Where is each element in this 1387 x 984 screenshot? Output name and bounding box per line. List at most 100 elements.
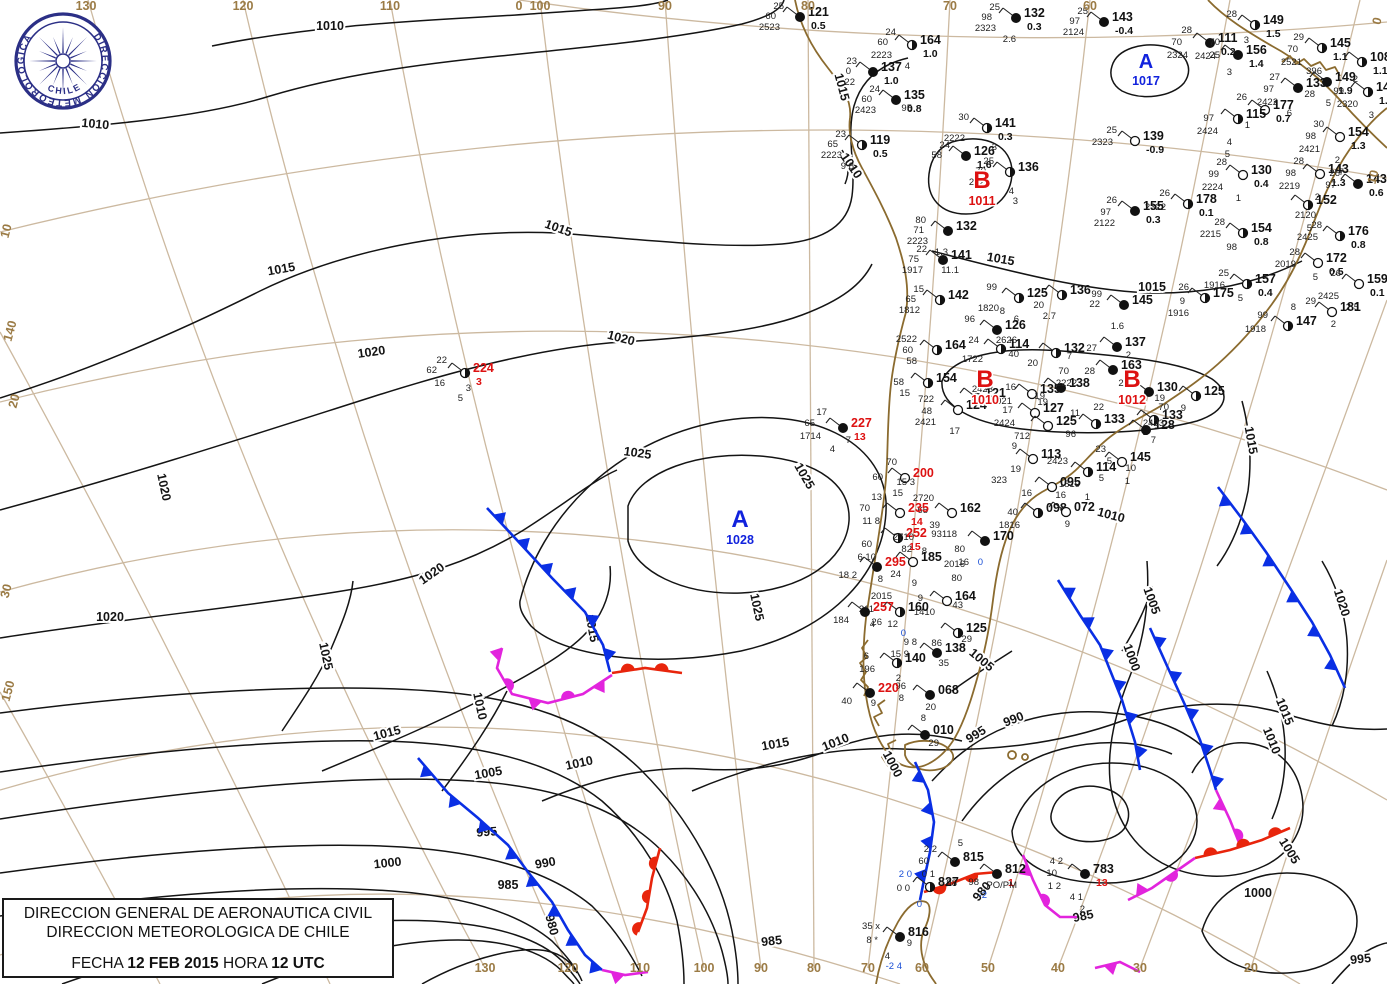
station-aux-value: 1916 bbox=[1204, 280, 1225, 291]
station-value: 125 bbox=[1056, 414, 1077, 428]
station-plot: 136 202.7 bbox=[1033, 283, 1090, 322]
station-subvalue: 1.3 bbox=[1331, 177, 1346, 189]
station-value: 295 bbox=[885, 555, 906, 569]
isobar-label: 1020 bbox=[606, 328, 637, 349]
station-value: 235 bbox=[908, 501, 929, 515]
station-value: 010 bbox=[933, 723, 954, 737]
station-aux-value: 19 bbox=[1034, 391, 1045, 402]
station-value: 172 bbox=[1326, 251, 1347, 265]
station-aux-value: 2421 bbox=[1299, 144, 1320, 155]
station-aux-value: 1 bbox=[1245, 120, 1250, 131]
station-value: 113 bbox=[1041, 447, 1061, 461]
station-aux-value: 2323 bbox=[975, 23, 996, 34]
station-aux-value: 24 bbox=[890, 569, 901, 580]
station-aux-value: 60 bbox=[765, 11, 776, 22]
station-subvalue: 0.5 bbox=[873, 148, 888, 160]
station-aux-value: 99 bbox=[1208, 169, 1219, 180]
station-aux-value: 22 bbox=[1089, 299, 1100, 310]
station-subvalue: 1.0 bbox=[923, 48, 938, 60]
station-aux-value: 2423 bbox=[1047, 456, 1068, 467]
occluded-front bbox=[489, 647, 613, 711]
station-aux-value: 9 bbox=[912, 578, 917, 589]
station-aux-value: 15 9 bbox=[891, 649, 910, 660]
coastline-path bbox=[1021, 753, 1029, 761]
station-aux-value: 2322 bbox=[1145, 202, 1166, 213]
station-aux-value: 58 bbox=[893, 377, 904, 388]
isobar-label: 1020 bbox=[416, 560, 447, 587]
station-aux-value: 9 bbox=[907, 938, 912, 949]
isobar bbox=[0, 844, 643, 977]
station-value: 142 bbox=[948, 288, 969, 302]
station-aux-value: 25 bbox=[1106, 125, 1117, 136]
station-aux-value: 26 bbox=[1329, 168, 1340, 179]
isobar bbox=[691, 703, 1387, 792]
station-aux-value: 15 bbox=[899, 388, 910, 399]
station-value: 121 bbox=[985, 386, 1006, 400]
station-aux-value: 25 bbox=[1077, 6, 1088, 17]
isobar-label: 1010 bbox=[316, 19, 344, 33]
grid-label: 110 bbox=[630, 961, 650, 975]
grid-label: 30 bbox=[0, 582, 15, 599]
station-aux-value: 2219 bbox=[1279, 181, 1300, 192]
station-aux-value: 15 bbox=[913, 284, 924, 295]
station-subvalue: 1.2 bbox=[1379, 95, 1387, 107]
isobar bbox=[1321, 560, 1349, 727]
grid-label: 100 bbox=[530, 0, 551, 13]
isobar bbox=[0, 57, 909, 399]
station-aux-value: 82 bbox=[901, 544, 912, 555]
station-aux-value: 10 bbox=[1125, 463, 1136, 474]
station-value: 143 bbox=[1112, 10, 1133, 24]
station-aux-value: 25 bbox=[989, 2, 1000, 13]
station-aux-value: 8 bbox=[921, 713, 926, 724]
station-value: 114 bbox=[1009, 337, 1029, 351]
station-value: 224 bbox=[473, 361, 494, 375]
station-aux-value: 98 bbox=[1285, 168, 1296, 179]
station-subvalue: 14 bbox=[911, 516, 923, 528]
isobar bbox=[1216, 400, 1251, 567]
station-aux-value: 23 bbox=[846, 56, 857, 67]
station-subvalue: 3 bbox=[476, 376, 482, 388]
pressure-center-letter: A bbox=[1139, 51, 1153, 73]
station-aux-value: 29 bbox=[1305, 296, 1316, 307]
station-value: 141 bbox=[951, 248, 972, 262]
station-aux-value: 13 bbox=[871, 492, 882, 503]
station-aux-value: PO/PM bbox=[986, 880, 1017, 891]
station-aux-value: 2324 bbox=[1167, 50, 1188, 61]
isobar-label: 1010 bbox=[470, 691, 489, 721]
station-aux-value: 40 bbox=[841, 696, 852, 707]
station-aux-value: 22 bbox=[844, 77, 855, 88]
station-aux-value: 39 bbox=[929, 520, 940, 531]
sun-compass-icon bbox=[29, 27, 97, 95]
station-value: 124 bbox=[966, 398, 987, 412]
isobar bbox=[1050, 785, 1130, 843]
station-plot: 1081.1 2 bbox=[1344, 50, 1387, 85]
station-aux-value: 4 bbox=[885, 951, 890, 962]
station-value: 149 bbox=[1335, 70, 1356, 84]
station-aux-value: 0 0 bbox=[897, 883, 910, 894]
station-aux-value: 323 bbox=[991, 475, 1007, 486]
station-value: 155 bbox=[1143, 199, 1164, 213]
station-aux-value: 6 bbox=[1287, 108, 1292, 119]
station-aux-value: 99 bbox=[1333, 86, 1344, 97]
isobar-label: 1005 bbox=[473, 764, 503, 783]
station-aux-value: 5 bbox=[458, 393, 463, 404]
station-subvalue: 0.6 bbox=[1369, 187, 1384, 199]
station-aux-value: 19 bbox=[1010, 464, 1021, 475]
station-aux-value: 35 x bbox=[862, 921, 880, 932]
station-aux-value: 9 bbox=[1012, 441, 1017, 452]
station-aux-value: 1917 bbox=[902, 265, 923, 276]
station-value: 114 bbox=[1096, 460, 1116, 474]
station-value: 126 bbox=[1005, 318, 1026, 332]
grid-label: 70 bbox=[943, 0, 957, 13]
station-aux-value: 16 bbox=[434, 378, 445, 389]
station-plot: 140 196 6 2 bbox=[859, 651, 926, 684]
station-value: 125 bbox=[1204, 384, 1225, 398]
